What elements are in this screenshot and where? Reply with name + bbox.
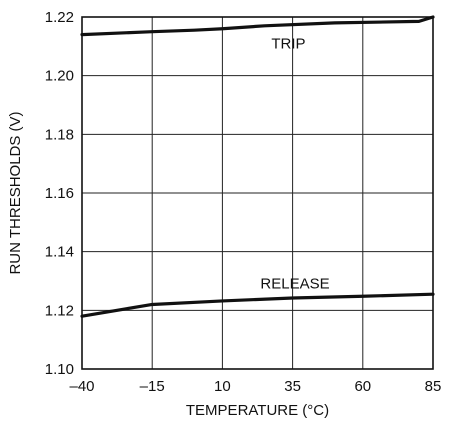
series-label-trip: TRIP — [271, 36, 305, 53]
series-line-release — [80, 292, 435, 318]
x-tick-label: –15 — [140, 378, 165, 395]
x-tick-labels: –40 –15 10 35 60 85 — [69, 378, 441, 395]
x-axis-title: TEMPERATURE (°C) — [186, 402, 329, 419]
x-tick-label: 10 — [214, 378, 231, 395]
y-tick-label: 1.22 — [45, 9, 74, 26]
plot-frame — [81, 16, 434, 370]
x-tick-label: –40 — [69, 378, 94, 395]
y-tick-label: 1.18 — [45, 126, 74, 143]
series-line-trip — [80, 15, 435, 37]
y-tick-label: 1.16 — [45, 185, 74, 202]
x-tick-label: 60 — [354, 378, 371, 395]
y-axis-title: RUN THRESHOLDS (V) — [7, 111, 24, 274]
y-tick-label: 1.12 — [45, 302, 74, 319]
series-lines — [80, 15, 435, 318]
y-tick-labels: 1.10 1.12 1.14 1.16 1.18 1.20 1.22 — [45, 9, 74, 378]
y-tick-label: 1.14 — [45, 244, 74, 261]
series-labels: TRIP RELEASE — [260, 36, 329, 293]
y-tick-label: 1.10 — [45, 361, 74, 378]
x-tick-label: 85 — [425, 378, 442, 395]
x-tick-label: 35 — [284, 378, 301, 395]
grid — [81, 16, 434, 370]
y-tick-label: 1.20 — [45, 68, 74, 85]
series-label-release: RELEASE — [260, 275, 329, 292]
